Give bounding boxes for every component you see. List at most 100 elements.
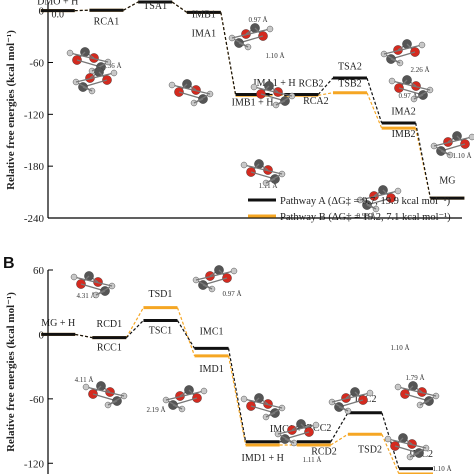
bond-distance-label: 4.11 Å [75,376,94,384]
state-label: IMB1 + H [232,98,274,109]
hydrogen-atom [200,387,208,395]
state-label: RCD2 [311,447,337,458]
connector-line [176,307,196,357]
state-label: TSA1 [143,1,167,12]
molecule-sketch [394,381,440,409]
connector-line [125,307,144,338]
state-label: RCC2 [306,423,331,434]
molecule-sketch [192,265,238,293]
state-label: RCA1 [94,16,120,27]
molecule-sketch [66,47,112,75]
hydrogen-atom [250,83,258,91]
state-label: DMO + H [37,0,78,8]
bond-distance-label: 0.98 Å [356,212,375,220]
hydrogen-atom [110,69,118,77]
hydrogen-atom [240,395,248,403]
bond-distance-label: 1.11 Å [303,456,322,464]
bond-distance-label: 0.97 Å [222,290,241,298]
bond-line [277,424,317,435]
hydrogen-atom [70,273,78,281]
y-tick-label: 60 [33,265,45,277]
state-label: TSD1 [148,289,172,300]
bond-distance-label: 1.10 Å [452,152,471,160]
connector-line [75,333,93,339]
y-tick-label: -60 [29,57,44,69]
molecule-sketch [380,39,426,67]
bond-distance-label: 0.97 Å [398,92,417,100]
connector-line [381,434,400,474]
connector-line [366,92,383,129]
bond-distance-label: 4.36 Å [102,62,121,70]
y-axis-label: Relative free energies (kcal mol⁻¹) [5,292,17,452]
state-label: MG + H [41,318,75,329]
bond-distance-label: 1.10 Å [390,344,409,352]
state-label: TSA2 [338,61,362,72]
connector-line [125,320,144,339]
hydrogen-atom [468,133,474,141]
bond-line [433,136,473,147]
bond-distance-label: 1.10 Å [432,465,451,473]
y-tick-label: -120 [24,109,45,121]
molecule-sketch [430,131,474,159]
bond-distance-label: 0.97 Å [248,16,267,24]
y-tick-label: -180 [24,161,45,173]
y-tick-label: -120 [24,458,45,470]
connector-line [317,77,334,95]
state-label: TSD2 [358,445,382,456]
molecule-sketch [356,185,402,213]
hydrogen-atom [388,77,396,85]
legend-entry: Pathway B (ΔG‡ = 19.2, 7.1 kcal mol⁻¹) [280,212,451,223]
bond-line [331,392,371,403]
hydrogen-atom [82,383,90,391]
state-label: IMA2 [391,106,415,117]
state-label: RCB2 [299,79,324,90]
bond-line [383,44,423,55]
state-label: 0.0 [51,10,64,21]
bond-line [243,398,283,409]
molecule-sketch [228,23,274,51]
molecule-sketch [70,271,116,299]
state-label: IMD1 [199,364,223,375]
connector-line [227,355,247,446]
state-label: IMA1 + H [253,78,295,89]
molecule-sketch [162,385,208,413]
bond-line [231,28,271,39]
hydrogen-atom [312,421,320,429]
bond-line [75,72,115,83]
bond-line [73,276,113,287]
hydrogen-atom [384,435,392,443]
bond-line [397,386,437,397]
state-label: RCA2 [303,96,329,107]
state-label: IMB1 [192,10,216,21]
hydrogen-atom [394,187,402,195]
molecule-sketch [250,81,296,109]
connector-line [330,433,349,446]
bond-line [171,84,211,95]
hydrogen-atom [366,389,374,397]
hydrogen-atom [66,49,74,57]
bond-line [253,86,293,97]
molecule-sketch [388,75,434,103]
state-label: IMD1 + H [242,453,284,464]
state-label: TSB2 [338,79,361,90]
molecule-sketch [240,393,286,421]
molecule-sketch [240,159,286,187]
connector-line [227,348,247,442]
bond-distance-label: 4.31 Å [76,292,95,300]
connector-line [330,412,349,443]
y-tick-label: -240 [24,213,45,225]
molecule-sketch [274,419,320,447]
bond-line [195,270,235,281]
bond-line [69,52,109,63]
connector-line [318,92,334,96]
hydrogen-atom [418,41,426,49]
state-label: TSC1 [149,325,172,336]
connector-line [366,77,383,124]
state-label: MG [439,175,455,186]
molecule-sketch [72,67,118,95]
state-label: IMA1 [192,29,216,40]
legend-entry: Pathway A (ΔG‡ = 9.7, 19.9 kcal mol⁻¹) [280,196,451,207]
bond-distance-label: 1.10 Å [265,52,284,60]
